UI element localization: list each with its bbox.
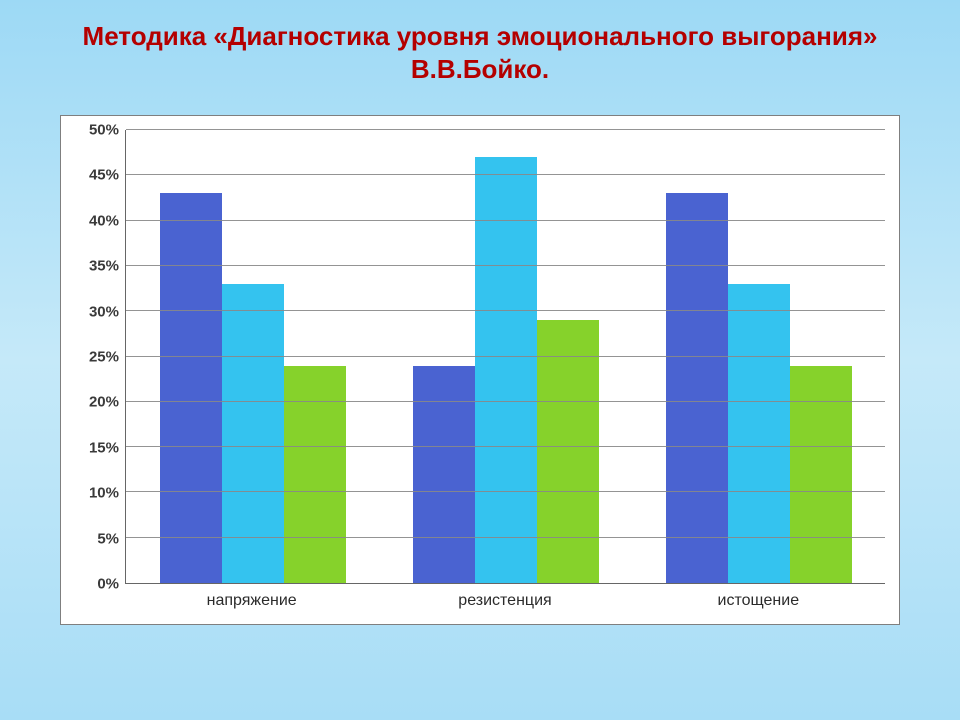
y-tick-label: 35% <box>89 258 119 275</box>
title-line-2: В.В.Бойко. <box>411 54 549 84</box>
gridline <box>126 310 885 311</box>
bar <box>666 193 728 583</box>
gridline <box>126 446 885 447</box>
slide-title: Методика «Диагностика уровня эмоциональн… <box>40 20 920 85</box>
y-tick-label: 0% <box>97 576 119 593</box>
y-tick-label: 5% <box>97 530 119 547</box>
bar <box>537 320 599 583</box>
y-tick-label: 25% <box>89 349 119 366</box>
bar <box>413 366 475 583</box>
gridline <box>126 220 885 221</box>
slide: Методика «Диагностика уровня эмоциональн… <box>0 0 960 720</box>
gridline <box>126 129 885 130</box>
y-tick-label: 45% <box>89 167 119 184</box>
gridline <box>126 401 885 402</box>
y-tick-label: 40% <box>89 212 119 229</box>
gridline <box>126 537 885 538</box>
title-line-1: Методика «Диагностика уровня эмоциональн… <box>83 21 878 51</box>
y-tick-label: 15% <box>89 439 119 456</box>
gridline <box>126 174 885 175</box>
bar-groups <box>126 130 885 583</box>
y-axis: 0%5%10%15%20%25%30%35%40%45%50% <box>75 130 125 584</box>
x-axis-label: резистенция <box>378 592 631 610</box>
y-tick-label: 50% <box>89 122 119 139</box>
bar <box>222 284 284 583</box>
bar <box>160 193 222 583</box>
bar <box>728 284 790 583</box>
y-tick-label: 10% <box>89 485 119 502</box>
bar <box>790 366 852 583</box>
bar-group <box>126 130 379 583</box>
x-axis-label: напряжение <box>125 592 378 610</box>
chart-container: 0% 5% 10% 15% 20% 25% 30% 35% 40% 45% 50% напряжен… <box>60 115 900 625</box>
bar <box>475 157 537 583</box>
gridline <box>126 265 885 266</box>
bar <box>284 366 346 583</box>
x-axis: напряжениерезистенцияистощение <box>61 584 899 624</box>
bar-group <box>632 130 885 583</box>
x-axis-label: истощение <box>632 592 885 610</box>
gridline <box>126 491 885 492</box>
y-tick-label: 20% <box>89 394 119 411</box>
gridline <box>126 356 885 357</box>
chart-inner: 0%5%10%15%20%25%30%35%40%45%50% <box>61 116 899 584</box>
bar-group <box>379 130 632 583</box>
plot-area <box>125 130 885 584</box>
y-tick-label: 30% <box>89 303 119 320</box>
